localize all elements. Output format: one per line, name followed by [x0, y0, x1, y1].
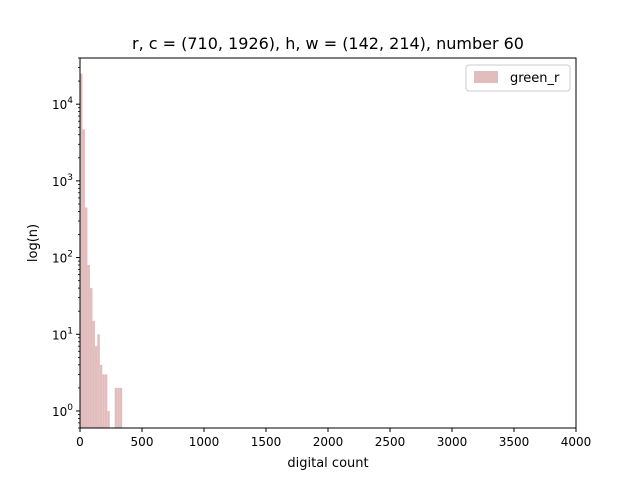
y-tick-label: 103 [52, 173, 73, 189]
histogram-bar-8 [99, 364, 103, 428]
histogram-bar-4 [89, 288, 93, 428]
histogram-bar-1 [82, 129, 85, 428]
x-axis-label: digital count [287, 456, 368, 471]
y-tick-label: 101 [52, 326, 73, 342]
histogram-bars [80, 73, 123, 429]
histogram-bar-5 [92, 320, 95, 428]
y-axis-label: log(n) [26, 224, 41, 262]
y-tick-label: 104 [52, 96, 73, 112]
legend: green_r [465, 64, 571, 92]
histogram-bar-6 [94, 346, 98, 428]
x-tick-label: 1500 [251, 435, 282, 449]
y-tick-label: 100 [52, 403, 73, 419]
x-tick-label: 1000 [189, 435, 220, 449]
x-tick-label: 3000 [437, 435, 468, 449]
histogram-bar-3 [87, 265, 90, 428]
legend-swatch-green-r [474, 71, 498, 83]
x-tick-label: 3500 [499, 435, 530, 449]
y-axis: 100 101 102 103 104 [52, 57, 80, 429]
histogram-bar-2 [84, 207, 88, 428]
histogram-bar-13 [117, 387, 120, 428]
y-tick-label: 102 [52, 250, 73, 266]
x-tick-label: 500 [131, 435, 154, 449]
x-tick-label: 0 [76, 435, 84, 449]
histogram-bar-7 [97, 334, 100, 428]
x-tick-label: 2500 [375, 435, 406, 449]
x-tick-label: 2000 [313, 435, 344, 449]
histogram-bar-12 [114, 387, 118, 428]
histogram-bar-0 [80, 73, 83, 429]
x-tick-label: 4000 [561, 435, 592, 449]
histogram-bar-14 [119, 387, 123, 428]
x-axis: 0 500 1000 1500 2000 2500 3000 3500 4000 [76, 428, 591, 449]
histogram-bar-10 [104, 374, 108, 428]
legend-label-green-r: green_r [510, 71, 560, 86]
histogram-bar-9 [102, 374, 105, 428]
histogram-bar-11 [107, 410, 110, 428]
chart-title: r, c = (710, 1926), h, w = (142, 214), n… [132, 34, 524, 53]
